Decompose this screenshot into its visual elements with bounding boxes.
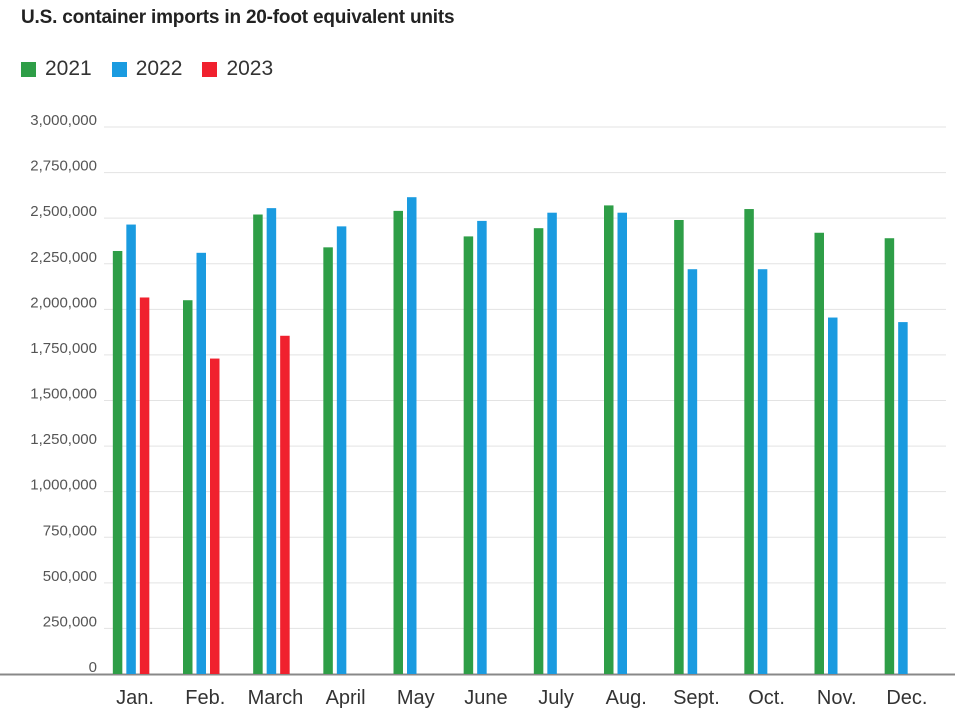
- y-tick-label: 750,000: [43, 522, 97, 539]
- x-tick-label: Sept.: [673, 687, 720, 709]
- y-tick-label: 2,000,000: [30, 294, 97, 311]
- legend-swatch-2022: [111, 61, 127, 77]
- y-tick-label: 2,250,000: [30, 249, 97, 266]
- bar-2022-5: [477, 220, 487, 674]
- bar-2021-6: [533, 228, 544, 674]
- legend-item-2023: 2023: [202, 57, 273, 81]
- bar-2021-10: [814, 232, 824, 674]
- x-tick-label: May: [397, 687, 435, 709]
- x-tick-label: June: [464, 687, 507, 709]
- y-tick-label: 1,500,000: [30, 386, 97, 403]
- x-tick-label: Nov.: [817, 687, 857, 709]
- bar-2022-8: [687, 269, 698, 674]
- legend-label-2023: 2023: [226, 57, 274, 80]
- bar-2022-9: [757, 269, 768, 674]
- bar-2021-1: [183, 300, 193, 674]
- legend-item-2022: 2022: [111, 57, 183, 81]
- bar-2022-3: [336, 226, 347, 674]
- bar-2021-8: [674, 219, 684, 675]
- bar-2022-4: [407, 197, 417, 674]
- x-tick-label: Jan.: [116, 687, 154, 709]
- chart-title: U.S. container imports in 20-foot equiva…: [21, 7, 455, 28]
- y-tick-label: 1,000,000: [30, 477, 97, 494]
- bar-2021-4: [393, 210, 403, 674]
- x-tick-label: Dec.: [886, 687, 927, 709]
- x-tick-label: March: [248, 687, 304, 709]
- x-tick-label: Aug.: [606, 687, 647, 709]
- bar-2023-2: [280, 335, 290, 674]
- y-tick-label: 2,750,000: [30, 158, 97, 175]
- x-tick-label: July: [538, 687, 574, 709]
- y-tick-label: 0: [89, 659, 97, 676]
- legend-label-2022: 2022: [135, 57, 183, 80]
- legend: 2021 2022 2023: [21, 57, 273, 81]
- bar-2021-0: [112, 250, 123, 674]
- bar-2021-5: [463, 236, 474, 674]
- bar-2023-0: [139, 297, 150, 674]
- bar-2022-10: [828, 317, 838, 674]
- bar-2021-3: [323, 247, 333, 674]
- y-tick-label: 3,000,000: [30, 112, 97, 129]
- y-tick-label: 500,000: [43, 568, 97, 585]
- legend-item-2021: 2021: [21, 57, 92, 81]
- y-tick-label: 1,750,000: [30, 340, 97, 357]
- bar-2021-7: [604, 205, 614, 675]
- bar-2021-2: [253, 214, 263, 674]
- y-tick-label: 1,250,000: [30, 431, 97, 448]
- y-tick-label: 2,500,000: [30, 203, 97, 220]
- bar-2021-9: [744, 209, 754, 675]
- bar-2021-11: [884, 238, 895, 674]
- legend-swatch-2021: [21, 61, 36, 77]
- bar-2023-1: [210, 358, 220, 674]
- x-tick-label: Feb.: [185, 687, 225, 709]
- bar-2022-0: [126, 224, 136, 674]
- x-tick-label: Oct.: [748, 687, 785, 709]
- bar-2022-1: [196, 252, 206, 674]
- bar-2022-2: [266, 208, 277, 674]
- legend-swatch-2023: [202, 61, 218, 77]
- bar-2022-11: [898, 322, 908, 674]
- x-tick-label: April: [326, 687, 366, 709]
- legend-label-2021: 2021: [45, 57, 92, 80]
- bar-2022-6: [547, 212, 557, 675]
- y-tick-label: 250,000: [43, 613, 97, 630]
- bar-2022-7: [617, 212, 627, 675]
